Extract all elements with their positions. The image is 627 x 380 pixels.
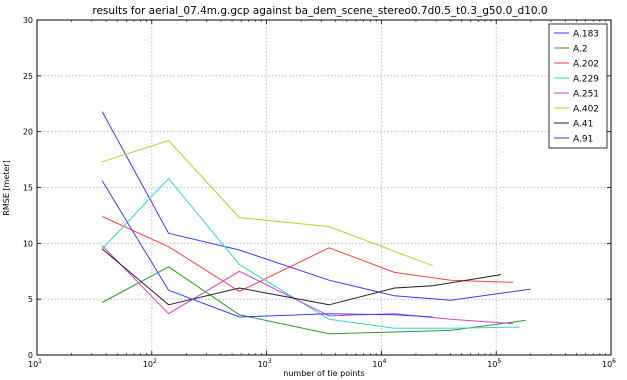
chart-title: results for aerial_07.4m.g.gcp against b… [92,5,547,17]
axis-ticks: 0 5 10 15 20 25 30 101 102 103 104 105 106 [23,16,616,369]
series-line-A.91 [101,180,433,318]
x-tick-label: 105 [487,358,501,369]
legend-label: A.41 [573,120,593,130]
y-tick-label: 20 [23,128,33,137]
series-line-A.251 [101,245,514,325]
legend-label: A.2 [573,45,588,55]
x-tick-label: 106 [602,358,616,369]
legend-label: A.183 [573,30,599,40]
grid [37,20,611,355]
legend: A.183 A.2 A.202 A.229 A.251 A.402 A.41 A.91 [548,23,608,149]
x-tick-label: 101 [28,358,42,369]
series-line-A.229 [101,178,520,329]
x-tick-label: 104 [372,358,386,369]
y-tick-label: 30 [23,16,33,25]
legend-label: A.251 [573,90,599,100]
y-tick-label: 0 [28,351,33,360]
x-tick-label: 102 [143,358,157,369]
y-tick-label: 25 [23,72,33,81]
legend-label: A.402 [573,105,599,115]
x-tick-label: 103 [258,358,272,369]
legend-label: A.229 [573,75,599,85]
y-tick-label: 5 [28,295,33,304]
series-line-A.202 [101,216,514,292]
legend-box [548,23,608,149]
y-axis-label: RMSE [meter] [2,160,11,215]
series-line-A.2 [101,266,526,335]
legend-label: A.202 [573,60,599,70]
x-axis-label: number of tie points [283,369,364,378]
series-line-A.402 [102,140,433,267]
y-tick-label: 15 [23,184,33,193]
legend-label: A.91 [573,135,593,145]
series-lines [101,111,531,335]
series-line-A.183 [101,111,531,301]
series-line-A.41 [101,248,502,306]
y-tick-label: 10 [23,239,33,248]
